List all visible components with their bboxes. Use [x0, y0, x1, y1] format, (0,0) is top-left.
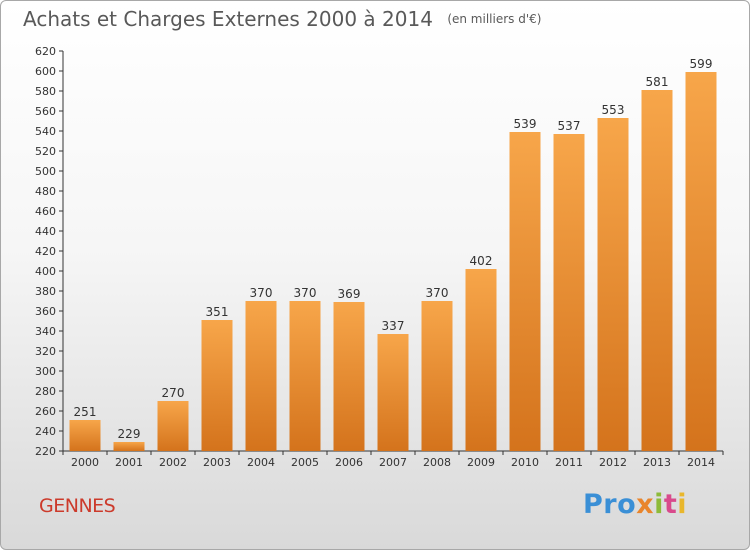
bar — [641, 90, 673, 451]
bar-value-label: 369 — [338, 287, 361, 301]
bar — [245, 301, 277, 451]
y-tick-label: 520 — [35, 145, 56, 158]
x-tick-label: 2006 — [335, 456, 363, 469]
y-tick-label: 480 — [35, 185, 56, 198]
y-tick-label: 620 — [35, 45, 56, 58]
bar-value-label: 599 — [690, 57, 713, 71]
x-tick-label: 2004 — [247, 456, 275, 469]
y-tick-label: 340 — [35, 325, 56, 338]
bar — [465, 269, 497, 451]
bar — [685, 72, 717, 451]
y-tick-label: 580 — [35, 85, 56, 98]
bar-value-label: 370 — [294, 286, 317, 300]
y-tick-label: 420 — [35, 245, 56, 258]
bar-value-label: 370 — [426, 286, 449, 300]
logo-part: t — [663, 489, 678, 520]
y-tick-label: 560 — [35, 105, 56, 118]
x-tick-label: 2011 — [555, 456, 583, 469]
logo-part: x — [636, 489, 655, 520]
bar-value-label: 251 — [74, 405, 97, 419]
x-tick-label: 2000 — [71, 456, 99, 469]
bar-value-label: 337 — [382, 319, 405, 333]
y-tick-label: 320 — [35, 345, 56, 358]
y-tick-label: 300 — [35, 365, 56, 378]
chart-title: Achats et Charges Externes 2000 à 2014 (… — [23, 7, 541, 31]
bar — [333, 302, 365, 451]
x-tick-label: 2014 — [687, 456, 715, 469]
x-tick-label: 2003 — [203, 456, 231, 469]
bars: 251 229 270 351 370 370 369 337 370 402 539 537 553 5… — [69, 57, 717, 451]
bar-value-label: 351 — [206, 305, 229, 319]
x-tick-label: 2009 — [467, 456, 495, 469]
bar-value-label: 270 — [162, 386, 185, 400]
y-tick-label: 500 — [35, 165, 56, 178]
bar — [421, 301, 453, 451]
y-tick-label: 220 — [35, 445, 56, 458]
chart-unit-label: (en milliers d'€) — [447, 12, 542, 26]
bar — [201, 320, 233, 451]
y-tick-label: 440 — [35, 225, 56, 238]
x-tick-label: 2005 — [291, 456, 319, 469]
bar-value-label: 553 — [602, 103, 625, 117]
bar-value-label: 537 — [558, 119, 581, 133]
y-tick-label: 380 — [35, 285, 56, 298]
bar-value-label: 581 — [646, 75, 669, 89]
logo-part: Pro — [583, 489, 637, 520]
x-tick-label: 2013 — [643, 456, 671, 469]
bar — [113, 442, 145, 451]
y-tick-label: 240 — [35, 425, 56, 438]
x-tick-label: 2010 — [511, 456, 539, 469]
y-tick-label: 280 — [35, 385, 56, 398]
bar — [157, 401, 189, 451]
bar — [553, 134, 585, 451]
bar-value-label: 370 — [250, 286, 273, 300]
bar — [69, 420, 101, 451]
logo-part: i — [677, 489, 688, 520]
y-tick-label: 460 — [35, 205, 56, 218]
proxiti-logo: Proxiti — [583, 489, 687, 520]
y-tick-label: 360 — [35, 305, 56, 318]
bar — [509, 132, 541, 451]
bar — [597, 118, 629, 451]
x-tick-label: 2012 — [599, 456, 627, 469]
bar-value-label: 402 — [470, 254, 493, 268]
y-tick-label: 400 — [35, 265, 56, 278]
x-tick-label: 2007 — [379, 456, 407, 469]
chart-title-text: Achats et Charges Externes 2000 à 2014 — [23, 7, 433, 31]
y-tick-label: 260 — [35, 405, 56, 418]
bar-value-label: 539 — [514, 117, 537, 131]
x-tick-label: 2002 — [159, 456, 187, 469]
logo-part: i — [654, 489, 664, 520]
x-tick-label: 2001 — [115, 456, 143, 469]
y-tick-label: 600 — [35, 65, 56, 78]
x-tick-label: 2008 — [423, 456, 451, 469]
bar — [289, 301, 321, 451]
bar-value-label: 229 — [118, 427, 141, 441]
commune-name: GENNES — [39, 495, 116, 517]
axes: 220 240 260 280 300 320 340 360 380 400 420 440 460 4… — [35, 45, 724, 469]
y-tick-label: 540 — [35, 125, 56, 138]
bar — [377, 334, 409, 451]
